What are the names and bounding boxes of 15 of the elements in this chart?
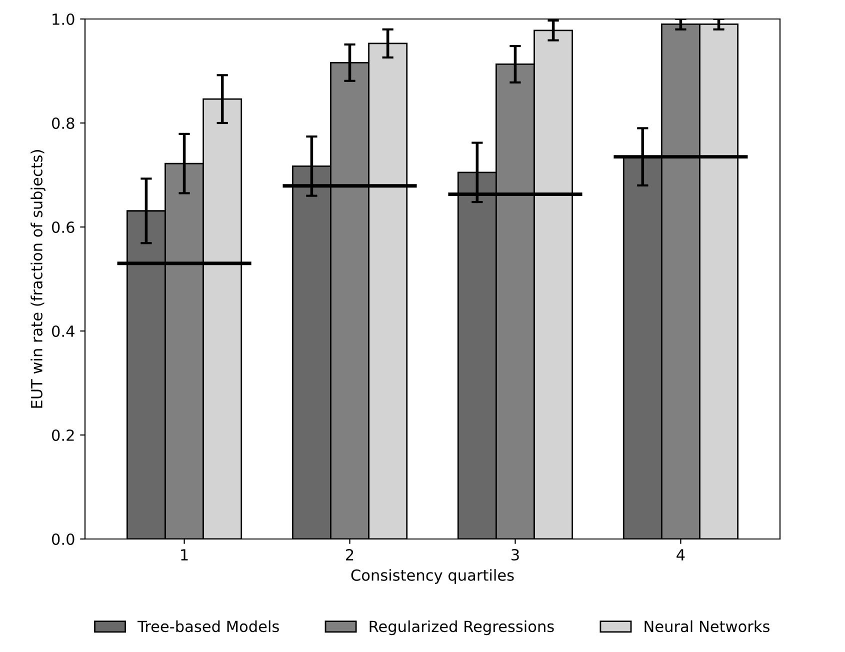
- legend-label: Tree-based Models: [137, 620, 279, 632]
- x-tick-label: 1: [181, 549, 188, 560]
- x-tick-label: 3: [512, 548, 519, 561]
- y-tick-label: 0.0: [52, 533, 74, 546]
- x-tick-label: 4: [676, 549, 685, 560]
- y-tick-label: 1.0: [52, 13, 74, 26]
- y-tick-label: 0.2: [52, 429, 74, 442]
- y-tick-label: 0.8: [52, 117, 74, 130]
- y-tick-label: 0.6: [52, 221, 74, 234]
- legend-label: Neural Networks: [644, 620, 770, 632]
- y-tick-label: 0.4: [52, 325, 74, 338]
- y-axis-title: EUT win rate (fraction of subjects): [30, 150, 46, 408]
- x-axis-title: Consistency quartiles: [351, 569, 514, 584]
- x-tick-label: 2: [346, 548, 354, 560]
- legend-label: Regularized Regressions: [370, 620, 554, 636]
